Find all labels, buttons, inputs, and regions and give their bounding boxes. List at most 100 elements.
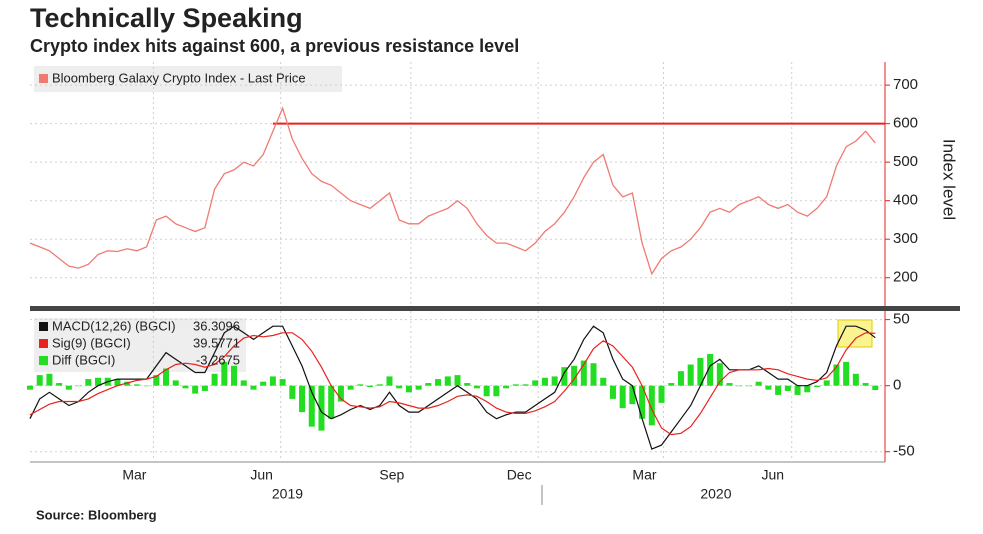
source: Source: Bloomberg [36,507,157,522]
diff-bar [405,385,412,393]
diff-bar [726,383,733,386]
chart-subtitle: Crypto index hits against 600, a previou… [30,36,519,56]
diff-bar [454,375,461,386]
diff-bar [784,385,791,391]
series-line [29,106,876,276]
diff-bar [522,384,529,386]
y-tick-label: 200 [893,269,918,286]
diff-bar [269,376,276,386]
y-tick-label: 50 [893,311,910,328]
diff-bar [600,377,607,386]
diff-bar [27,385,33,390]
diff-bar [843,361,850,386]
diff-bar [231,365,238,386]
diff-bar [240,380,247,386]
diff-bar [677,371,684,386]
y-tick-label: 300 [893,230,918,247]
diff-bar [260,381,267,386]
diff-bar [211,373,218,386]
y-tick-label: 700 [893,76,918,93]
diff-bar [308,385,315,427]
diff-bar [639,385,646,419]
diff-bar [95,377,102,386]
diff-bar [716,363,723,386]
diff-bar [872,385,879,390]
diff-bar [153,375,160,386]
diff-bar [143,385,150,387]
diff-bar [765,385,772,390]
x-tick-label: Sep [379,467,404,483]
diff-bar [736,385,743,387]
diff-bar [56,383,63,386]
diff-bar [75,385,82,387]
diff-bar [425,383,432,386]
legend-swatch [39,339,48,348]
diff-bar [328,385,335,419]
diff-bar [852,373,859,386]
diff-bar [435,379,442,386]
legend-swatch [39,74,48,83]
diff-bar [464,383,471,386]
diff-bar [386,376,393,386]
diff-bar [299,385,306,413]
diff-bar [541,377,548,386]
diff-bar [512,384,519,386]
diff-bar [687,364,694,386]
x-tick-label: Mar [632,467,656,483]
legend-swatch [39,322,48,331]
diff-bar [609,385,616,399]
y-tick-label: 400 [893,192,918,209]
y-tick-label: 0 [893,377,901,394]
diff-bar [668,383,675,386]
legend-box [34,318,246,372]
diff-bar [163,368,170,386]
diff-bar [444,376,451,386]
diff-bar [551,376,558,386]
diff-bar [415,385,422,390]
diff-bar [172,380,179,386]
diff-bar [279,379,286,386]
x-tick-label: Jun [761,467,784,483]
legend-value: 39.5771 [193,335,240,350]
diff-bar [36,375,43,386]
diff-bar [823,380,830,386]
diff-bar [804,385,811,393]
diff-bar [580,360,587,386]
chart-title: Technically Speaking [30,3,303,33]
diff-bar [745,385,752,387]
diff-bar [182,385,189,389]
legend-label: Bloomberg Galaxy Crypto Index - Last Pri… [52,70,306,85]
y-tick-label: 600 [893,115,918,132]
diff-bar [813,385,820,387]
legend-label: MACD(12,26) (BGCI) [52,318,176,333]
diff-bar [862,383,869,386]
x-tick-label: Dec [507,467,532,483]
diff-bar [201,385,208,391]
y-tick-label: -50 [893,443,915,460]
diff-bar [367,385,374,387]
diff-bar [571,365,578,386]
diff-bar [250,385,257,390]
diff-bar [318,385,325,431]
diff-bar [133,384,140,386]
legend-label: Sig(9) (BGCI) [52,335,131,350]
diff-bar [65,385,72,390]
diff-bar [473,385,480,389]
diff-bar [755,381,762,386]
diff-bar [648,385,655,426]
diff-bar [396,385,403,389]
diff-bar [833,364,840,386]
legend-swatch [39,356,48,365]
series-line [29,332,876,436]
legend-value: 36.3096 [193,318,240,333]
diff-bar [376,384,383,386]
diff-bar [707,353,714,386]
diff-bar [347,385,354,390]
diff-bar [46,373,53,386]
diff-bar [561,367,568,386]
diff-bar [503,385,510,389]
diff-bar [794,385,801,395]
panel-divider [30,306,960,311]
diff-bar [493,385,500,397]
